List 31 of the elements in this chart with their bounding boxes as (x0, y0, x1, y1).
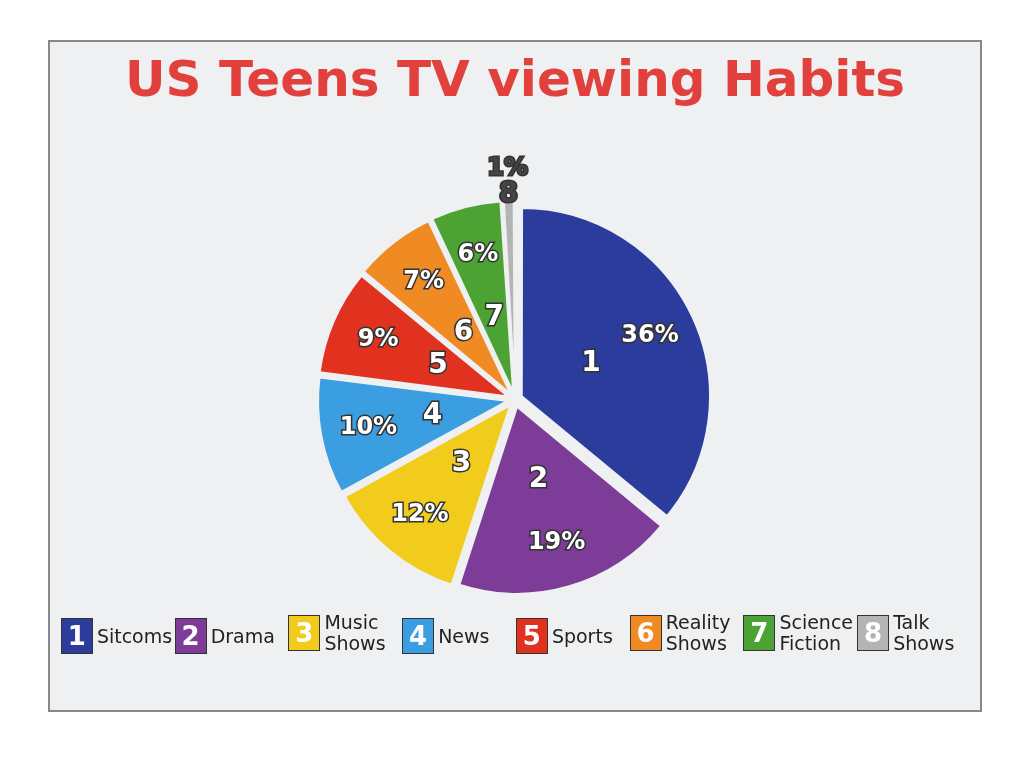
text: 3 (451, 445, 472, 479)
legend-label: Reality Shows (665, 611, 732, 654)
chart-title: US Teens TV viewing Habits (123, 50, 907, 108)
data-label: 9% (357, 324, 399, 353)
text: 7 (484, 299, 504, 333)
text: 1 (67, 621, 86, 651)
data-label: 10% (339, 411, 398, 440)
legend-label: News (438, 624, 490, 647)
text: 4 (422, 396, 443, 430)
text: 3 (295, 618, 314, 648)
text: 8 (864, 618, 883, 648)
data-label: 6% (457, 239, 499, 268)
legend-label: Sports (551, 624, 613, 647)
data-label: 36% (621, 320, 679, 349)
text: 2 (528, 461, 549, 495)
text: 2 (181, 621, 200, 651)
text: 5 (522, 621, 541, 651)
data-label: 12% (391, 498, 449, 527)
legend-label: Talk Shows (893, 611, 956, 654)
text: 7 (750, 618, 769, 648)
legend-label: Science Fiction (779, 611, 855, 654)
legend-label: Sitcoms (96, 624, 173, 647)
text: 6 (453, 314, 474, 348)
text: 1 (581, 345, 601, 379)
text: 6 (636, 618, 655, 648)
legend-label: Music Shows (324, 611, 387, 654)
text: 4 (409, 621, 428, 651)
data-label: 19% (527, 527, 586, 556)
data-label: 7% (403, 265, 444, 294)
text: 5 (428, 347, 448, 381)
legend-label: Drama (210, 624, 275, 647)
